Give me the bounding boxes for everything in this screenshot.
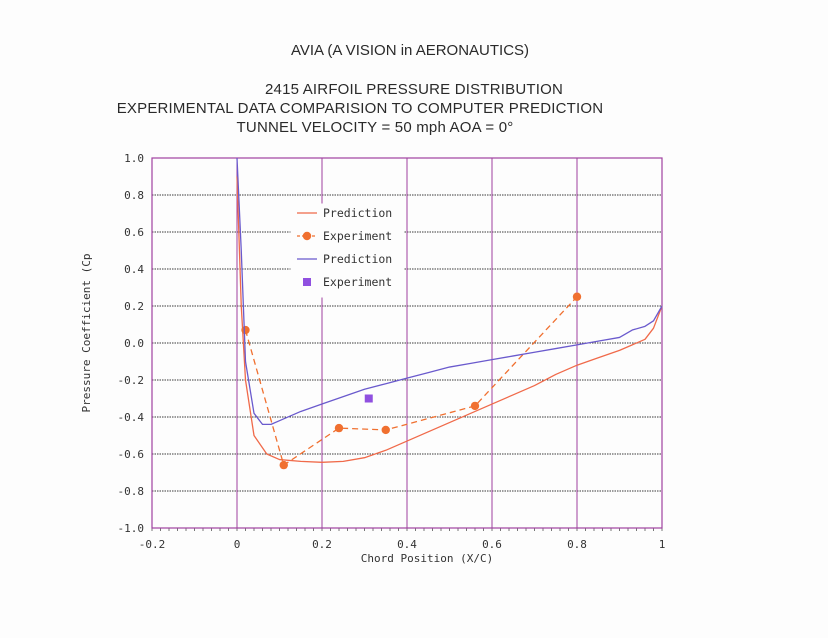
chart-title: 2415 AIRFOIL PRESSURE DISTRIBUTION: [265, 81, 563, 98]
plot-frame: [151, 157, 663, 529]
data-point: [572, 292, 582, 301]
y-tick-label: -0.8: [118, 485, 145, 498]
x-axis-label: Chord Position (X/C): [361, 552, 493, 565]
y-tick-label: 0.0: [124, 337, 144, 350]
x-tick-label: 0.8: [567, 538, 587, 551]
legend-label: Prediction: [323, 206, 392, 220]
legend-swatch-circle: [302, 231, 312, 241]
y-tick-label: 0.4: [124, 263, 144, 276]
legend-swatch-square: [303, 278, 311, 286]
x-tick-label: -0.2: [139, 538, 166, 551]
x-tick-label: 0: [234, 538, 241, 551]
y-tick-label: -0.4: [118, 411, 145, 424]
y-axis-label: Pressure Coefficient (Cp: [80, 254, 93, 413]
x-tick-label: 0.2: [312, 538, 332, 551]
data-point: [334, 423, 344, 433]
series-line-0: [236, 176, 663, 463]
legend: Prediction Experiment Prediction Experiment: [290, 203, 404, 298]
chart-subtitle: EXPERIMENTAL DATA COMPARISION TO COMPUTE…: [116, 100, 604, 117]
y-tick-label: -1.0: [118, 522, 145, 535]
axis-layer: 1.0 0.8 0.6 0.4 0.2 0.0 -0.2 -0.4 -0.6 -0.8 -1.0 -0…: [118, 152, 666, 551]
legend-label: Experiment: [323, 275, 392, 289]
data-point: [470, 401, 480, 411]
y-tick-label: -0.6: [118, 448, 145, 461]
chart-conditions: TUNNEL VELOCITY = 50 mph AOA = 0°: [236, 119, 514, 136]
data-point: [279, 460, 288, 470]
y-tick-label: 0.8: [124, 189, 144, 202]
data-point: [381, 425, 390, 435]
y-tick-label: 0.6: [124, 226, 144, 239]
y-tick-label: 0.2: [124, 300, 144, 313]
data-point: [241, 325, 250, 335]
chart-org-title: AVIA (A VISION in AERONAUTICS): [290, 42, 530, 59]
series-line-2: [236, 157, 663, 426]
series-layer: [236, 157, 663, 470]
data-point: [364, 394, 373, 403]
y-tick-label: 1.0: [124, 152, 144, 165]
y-tick-label: -0.2: [118, 374, 145, 387]
series-line-1: [244, 296, 578, 466]
x-tick-label: 1: [659, 538, 666, 551]
x-tick-label: 0.4: [397, 538, 417, 551]
x-tick-label: 0.6: [482, 538, 502, 551]
legend-label: Prediction: [323, 252, 392, 266]
legend-label: Experiment: [323, 229, 392, 243]
